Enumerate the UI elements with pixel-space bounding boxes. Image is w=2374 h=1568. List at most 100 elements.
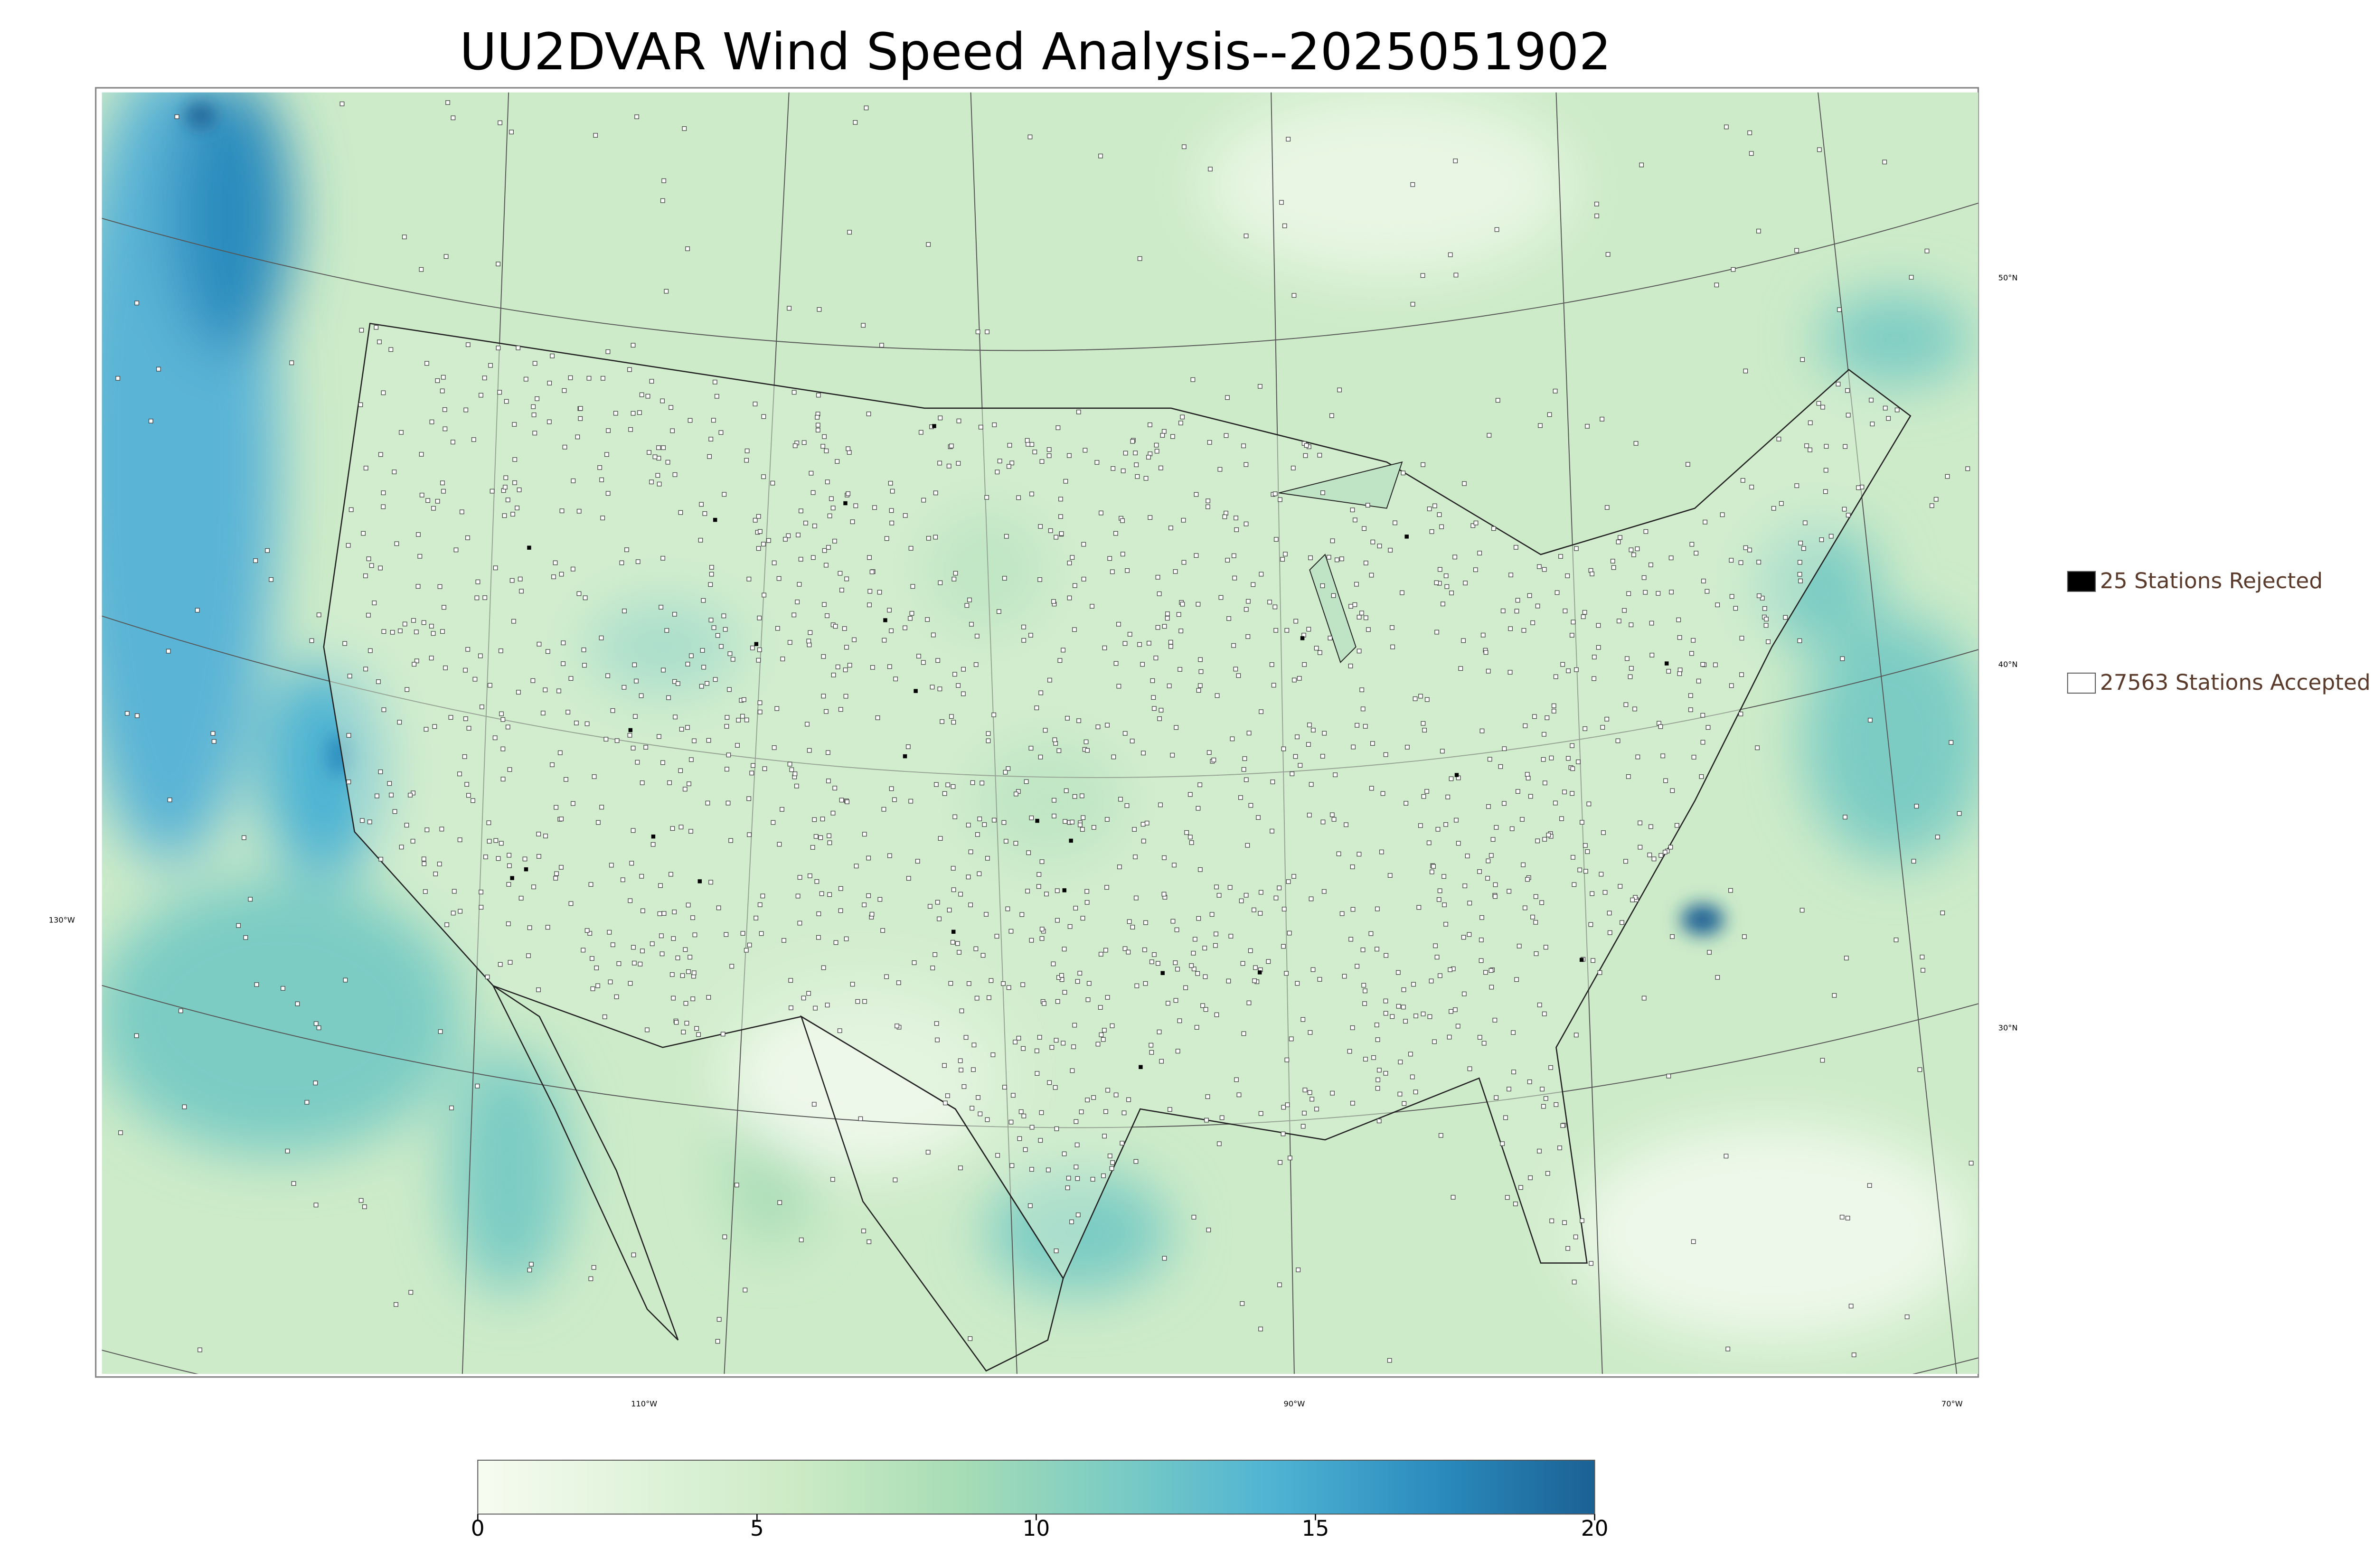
station xyxy=(935,1037,940,1042)
station xyxy=(1240,1301,1245,1306)
station xyxy=(1102,1134,1107,1139)
station xyxy=(1713,662,1718,667)
station xyxy=(475,1083,480,1089)
station xyxy=(727,687,732,692)
station xyxy=(966,823,971,827)
station xyxy=(1155,625,1160,630)
station xyxy=(1272,491,1278,497)
station xyxy=(719,644,724,649)
station xyxy=(597,465,603,470)
station xyxy=(984,495,989,500)
station xyxy=(1832,993,1837,998)
station xyxy=(772,560,777,565)
station xyxy=(1542,837,1547,842)
station xyxy=(959,1008,964,1014)
station xyxy=(1537,1148,1542,1154)
station xyxy=(575,434,580,440)
station xyxy=(831,673,836,677)
station xyxy=(1521,628,1526,633)
station xyxy=(599,635,604,640)
station xyxy=(610,708,615,713)
station xyxy=(1111,466,1116,471)
station xyxy=(596,820,601,825)
station xyxy=(997,459,1002,463)
station xyxy=(516,690,521,695)
station xyxy=(1537,1003,1542,1007)
station xyxy=(1823,489,1828,494)
station xyxy=(606,428,611,433)
station xyxy=(875,715,880,720)
station xyxy=(581,648,586,652)
station xyxy=(1328,636,1333,640)
station xyxy=(1379,849,1384,854)
station xyxy=(656,445,661,450)
station xyxy=(1401,470,1406,476)
graticule-label: 50°N xyxy=(1998,273,2018,282)
station xyxy=(968,902,973,907)
station xyxy=(852,637,857,642)
station xyxy=(1333,772,1338,778)
station xyxy=(799,508,803,514)
rejected-station xyxy=(914,689,918,693)
station xyxy=(650,842,656,847)
station xyxy=(1006,464,1011,469)
station xyxy=(826,779,831,783)
station xyxy=(766,538,771,543)
station xyxy=(1051,599,1056,604)
station xyxy=(801,440,807,445)
station xyxy=(1445,794,1451,799)
station xyxy=(1610,559,1615,563)
station xyxy=(1538,423,1543,428)
station xyxy=(1048,528,1053,533)
station xyxy=(930,966,935,970)
station xyxy=(1111,754,1116,760)
station xyxy=(892,797,897,802)
station xyxy=(1084,889,1090,894)
station xyxy=(1957,811,1962,816)
station xyxy=(607,930,612,935)
station xyxy=(1836,382,1841,386)
station xyxy=(1280,557,1285,562)
station xyxy=(471,798,475,803)
station xyxy=(736,718,741,723)
station xyxy=(1208,167,1213,172)
station xyxy=(830,810,836,816)
station xyxy=(1317,453,1322,458)
station xyxy=(1562,1220,1567,1225)
station xyxy=(1670,788,1675,793)
station xyxy=(1369,786,1374,791)
station xyxy=(529,1262,534,1267)
station xyxy=(792,771,798,776)
station xyxy=(744,458,749,463)
station xyxy=(1008,1119,1014,1125)
station xyxy=(451,911,456,916)
station xyxy=(1424,697,1430,702)
station xyxy=(1216,893,1222,898)
station xyxy=(1764,617,1769,621)
station xyxy=(757,902,763,907)
station xyxy=(1738,712,1743,716)
station xyxy=(637,410,642,415)
station xyxy=(1503,1115,1508,1120)
station xyxy=(1354,582,1359,587)
station xyxy=(504,399,509,404)
station xyxy=(1075,979,1080,984)
station xyxy=(358,1198,364,1203)
station xyxy=(535,396,540,401)
station xyxy=(1055,918,1060,923)
station xyxy=(592,774,597,779)
map-title: UU2DVAR Wind Speed Analysis--2025051902 xyxy=(460,23,1611,82)
stations xyxy=(115,100,1974,1363)
station xyxy=(1143,981,1148,986)
station xyxy=(1530,914,1535,920)
station xyxy=(1554,1102,1559,1107)
station xyxy=(1292,677,1297,683)
station xyxy=(1098,1005,1103,1010)
station xyxy=(1377,1068,1382,1073)
station xyxy=(964,603,970,608)
station xyxy=(507,853,512,858)
station xyxy=(631,828,636,833)
station xyxy=(824,563,829,568)
station xyxy=(926,242,931,247)
station xyxy=(1380,791,1385,796)
